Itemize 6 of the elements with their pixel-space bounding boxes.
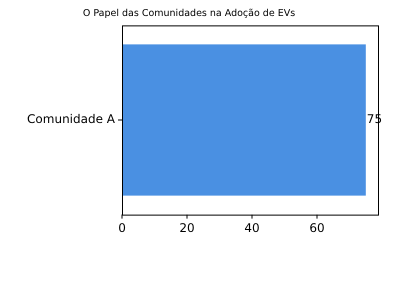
x-tick-label: 0	[118, 220, 126, 235]
x-tick-label: 60	[309, 220, 325, 235]
y-tick-label: Comunidade A	[27, 112, 116, 126]
x-tick-label: 20	[179, 220, 195, 235]
x-tick-label: 40	[244, 220, 260, 235]
chart-title: O Papel das Comunidades na Adoção de EVs	[82, 8, 296, 20]
